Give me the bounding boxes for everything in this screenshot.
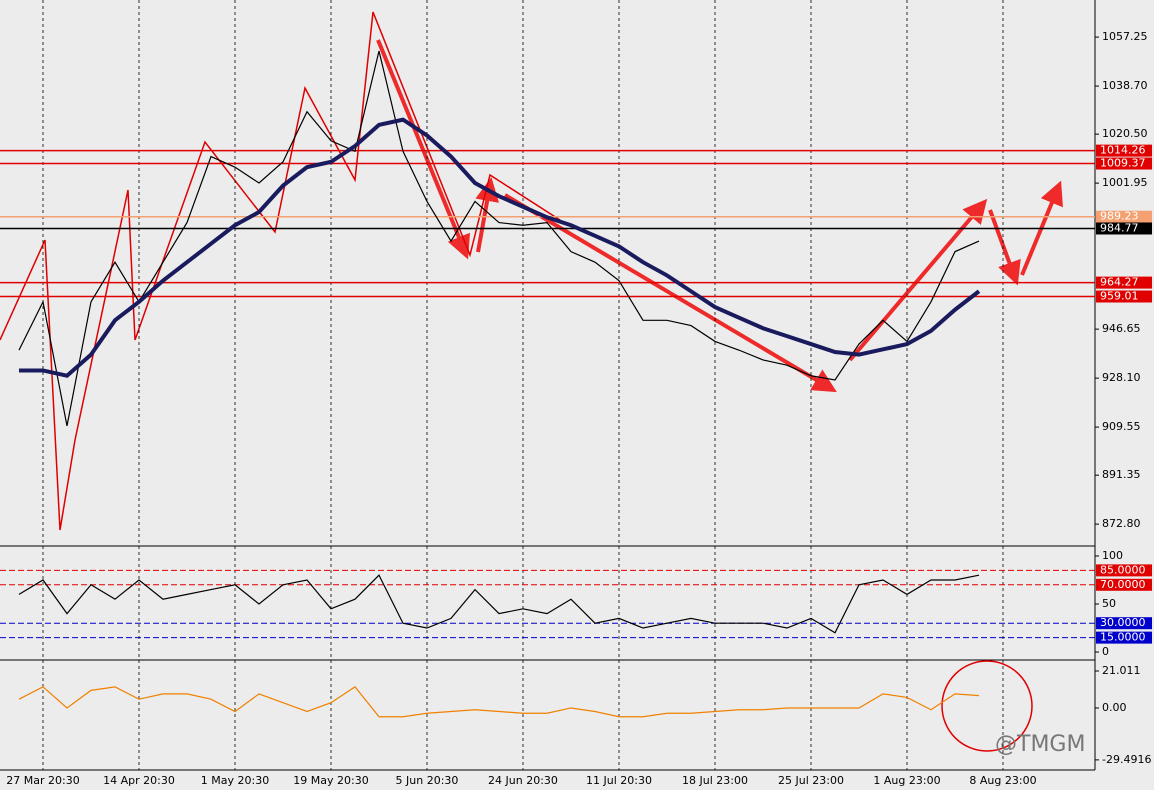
level-label: 1014.26 [1100, 144, 1146, 157]
level-label: 30.0000 [1100, 616, 1146, 629]
level-badge [1096, 157, 1152, 170]
y-tick-label: 928.10 [1102, 371, 1141, 384]
series-line [18, 686, 980, 718]
x-tick-label: 14 Apr 20:30 [103, 774, 175, 787]
y-tick-label: 1020.50 [1102, 127, 1148, 140]
y-tick-label: 1057.25 [1102, 30, 1148, 43]
y-tick-label: 1038.70 [1102, 79, 1148, 92]
level-label: 70.0000 [1100, 578, 1146, 591]
x-tick-label: 25 Jul 23:00 [778, 774, 844, 787]
level-label: 15.0000 [1100, 631, 1146, 644]
x-tick-label: 24 Jun 20:30 [488, 774, 558, 787]
x-tick-label: 27 Mar 20:30 [6, 774, 79, 787]
level-label: 959.01 [1100, 290, 1139, 303]
level-label: 964.27 [1100, 276, 1139, 289]
level-badge [1096, 564, 1152, 577]
y-tick-label: 872.80 [1102, 517, 1141, 530]
y-tick-label: 0 [1102, 645, 1109, 658]
level-label: 984.77 [1100, 221, 1139, 234]
x-tick-label: 8 Aug 23:00 [969, 774, 1036, 787]
x-tick-label: 11 Jul 20:30 [586, 774, 652, 787]
series-line [19, 117, 981, 378]
y-tick-label: 21.011 [1102, 664, 1141, 677]
y-tick-label: 50 [1102, 597, 1116, 610]
series-line [18, 50, 980, 427]
series-line [18, 574, 980, 634]
x-tick-label: 18 Jul 23:00 [682, 774, 748, 787]
y-tick-label: 100 [1102, 549, 1123, 562]
y-tick-label: 1001.95 [1102, 176, 1148, 189]
y-tick-label: 891.35 [1102, 468, 1141, 481]
x-tick-label: 1 May 20:30 [201, 774, 269, 787]
level-badge [1096, 222, 1152, 235]
x-tick-label: 5 Jun 20:30 [396, 774, 459, 787]
y-tick-label: 946.65 [1102, 322, 1141, 335]
level-badge [1096, 617, 1152, 630]
x-tick-label: 1 Aug 23:00 [873, 774, 940, 787]
y-tick-label: 0.00 [1102, 701, 1127, 714]
level-label: 85.0000 [1100, 563, 1146, 576]
level-label: 1009.37 [1100, 157, 1146, 170]
level-badge [1096, 631, 1152, 644]
highlight-circle [941, 660, 1033, 752]
y-tick-label: 909.55 [1102, 420, 1141, 433]
annotations [376, 39, 1063, 393]
watermark: @TMGM [995, 732, 1085, 757]
level-badge [1096, 276, 1152, 289]
level-badge [1096, 578, 1152, 591]
level-label: 989.23 [1100, 210, 1139, 223]
level-badge [1096, 210, 1152, 223]
level-badge [1096, 290, 1152, 303]
y-tick-label: -29.4916 [1102, 753, 1151, 766]
x-tick-label: 19 May 20:30 [293, 774, 368, 787]
zigzag [0, 11, 561, 531]
level-badge [1096, 144, 1152, 157]
